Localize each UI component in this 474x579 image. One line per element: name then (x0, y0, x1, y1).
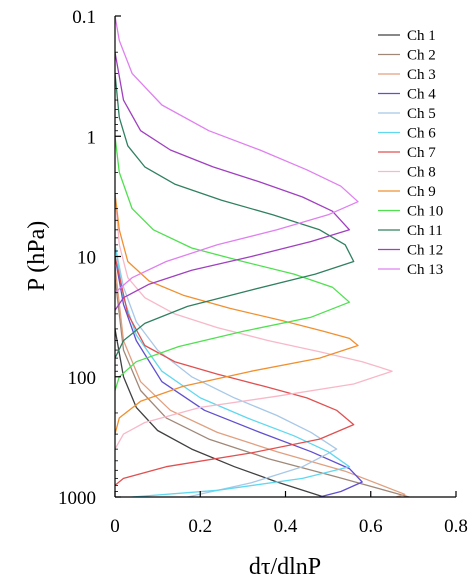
legend: Ch 1 Ch 2 Ch 3 Ch 4 Ch 5 Ch 6 Ch 7 Ch 8 Ch 9 Ch 1… (378, 28, 443, 278)
series-line-7 (115, 255, 355, 486)
legend-label: Ch 13 (407, 262, 443, 278)
series-line-4 (115, 255, 363, 497)
legend-label: Ch 6 (407, 126, 436, 142)
series-line-13 (115, 16, 359, 294)
legend-label: Ch 4 (407, 87, 436, 103)
legend-label: Ch 7 (407, 145, 436, 161)
series-line-10 (115, 135, 351, 392)
legend-label: Ch 2 (407, 48, 436, 64)
y-tick-label: 100 (68, 368, 97, 389)
legend-label: Ch 1 (407, 28, 436, 44)
y-tick-label: 1 (87, 127, 97, 148)
x-tick-label: 0.8 (444, 516, 468, 537)
series-line-9 (115, 192, 359, 435)
x-tick-label: 0.4 (274, 516, 298, 537)
legend-label: Ch 8 (407, 165, 436, 181)
series-line-6 (115, 244, 351, 497)
y-axis-label: P (hPa) (24, 221, 50, 291)
axes (114, 16, 456, 498)
y-tick-label: 1000 (58, 488, 96, 509)
y-tick-label: 10 (77, 248, 96, 269)
series-line-1 (115, 328, 325, 497)
series-layer (115, 16, 410, 497)
series-line-11 (115, 72, 355, 359)
series-line-2 (115, 277, 410, 497)
y-tick-label: 0.1 (72, 7, 96, 28)
x-tick-label: 0.2 (188, 516, 212, 537)
series-line-8 (115, 192, 393, 450)
x-axis-label: dτ/dlnP (249, 554, 321, 579)
series-line-3 (115, 265, 406, 497)
x-tick-label: 0.6 (359, 516, 383, 537)
series-line-5 (115, 244, 338, 497)
series-line-12 (115, 51, 351, 311)
legend-label: Ch 11 (407, 223, 443, 239)
legend-label: Ch 3 (407, 67, 436, 83)
legend-label: Ch 12 (407, 243, 443, 259)
x-tick-label: 0 (110, 516, 120, 537)
legend-label: Ch 9 (407, 184, 436, 200)
legend-label: Ch 5 (407, 106, 436, 122)
ticks: 0 0.2 0.4 0.6 0.8 0.1 1 10 100 1000 (58, 7, 468, 537)
legend-label: Ch 10 (407, 204, 443, 220)
